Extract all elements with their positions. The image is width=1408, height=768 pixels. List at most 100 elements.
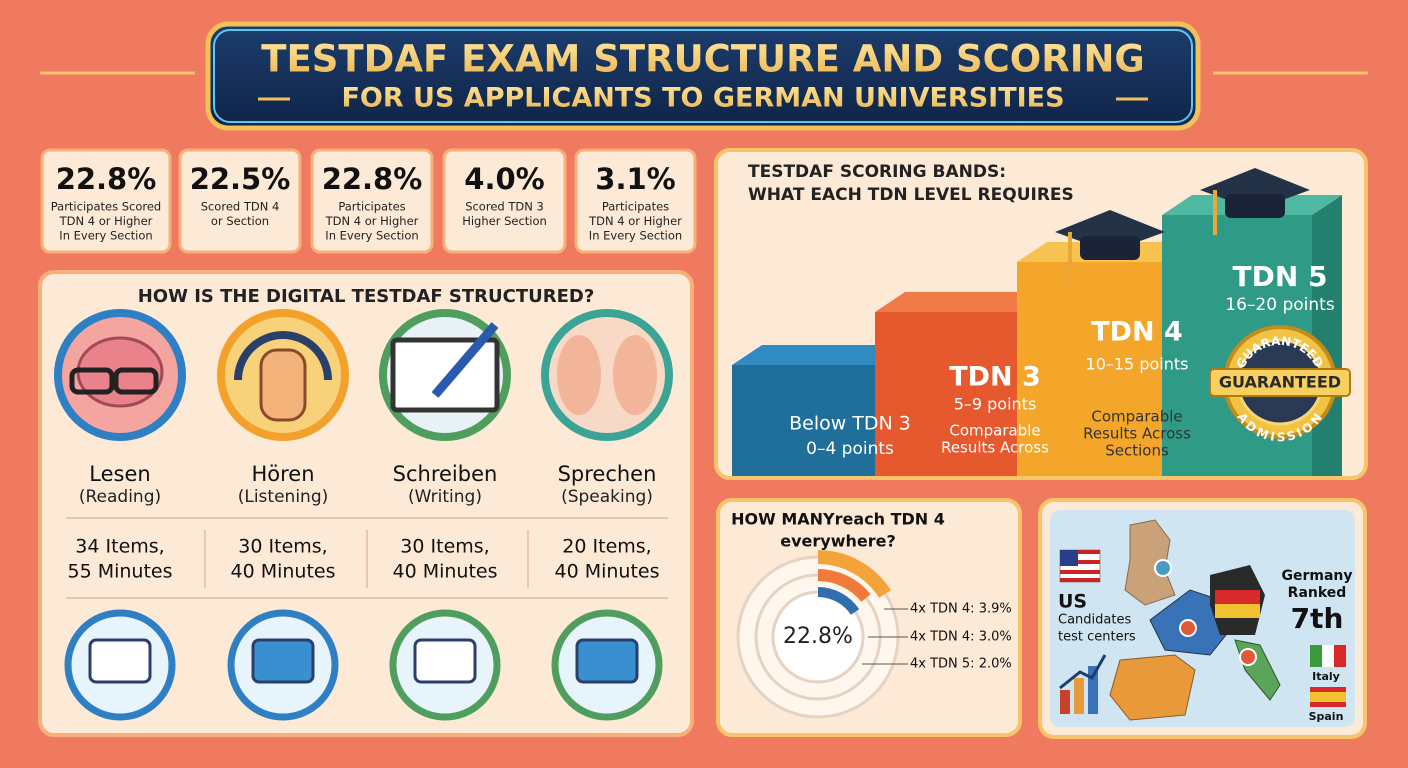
italy-flag	[1310, 645, 1322, 667]
section-minutes: 40 Minutes	[392, 561, 497, 583]
stat-card	[40, 148, 172, 254]
step-note: Results Across	[1083, 425, 1191, 443]
step-note: Sections	[1105, 442, 1169, 460]
grad-cap	[1225, 194, 1285, 218]
us-flag	[1060, 560, 1100, 564]
icon-detail	[88, 638, 152, 684]
map-pin	[1179, 619, 1197, 637]
step-top	[875, 292, 1055, 312]
ring-arc	[817, 587, 860, 615]
step-label: TDN 5	[1232, 260, 1327, 293]
header-subtitle: FOR US APPLICANTS TO GERMAN UNIVERSITIES	[341, 83, 1064, 114]
chart-icon	[1088, 666, 1098, 714]
italy-flag	[1322, 645, 1334, 667]
step-points: 16–20 points	[1225, 295, 1335, 315]
step-front	[875, 312, 1025, 476]
us-caption: test centers	[1058, 630, 1136, 645]
rank: 7th	[1291, 602, 1344, 635]
stat-value: 22.5%	[190, 162, 291, 196]
section-translation: (Reading)	[79, 487, 161, 507]
badge-ribbon	[1209, 368, 1351, 397]
stat-label: In Every Section	[589, 229, 682, 243]
header-glow	[213, 29, 1193, 123]
rank-label: Ranked	[1288, 585, 1347, 601]
bands-subtitle: WHAT EACH TDN LEVEL REQUIRES	[748, 185, 1074, 205]
step-points: 10–15 points	[1086, 355, 1189, 374]
icon-detail	[390, 337, 500, 413]
section-minutes: 55 Minutes	[67, 561, 172, 583]
italy-flag	[1334, 645, 1346, 667]
reach-legend: 4x TDN 4: 3.9%	[910, 602, 1012, 617]
stat-value: 4.0%	[464, 162, 544, 196]
section-minutes: 40 Minutes	[554, 561, 659, 583]
section-minutes: 40 Minutes	[230, 561, 335, 583]
section-items: 30 Items,	[238, 536, 327, 558]
badge-text: GUARANTEED	[1219, 373, 1341, 392]
structure-title: HOW IS THE DIGITAL TESTDAF STRUCTURED?	[138, 286, 595, 307]
stat-label: TDN 4 or Higher	[59, 214, 153, 228]
step-front	[1017, 262, 1167, 476]
stat-card	[442, 148, 567, 254]
icon-detail	[413, 638, 477, 684]
section-items: 30 Items,	[400, 536, 489, 558]
stat-label: Scored TDN 3	[465, 200, 544, 214]
map-germany	[1215, 590, 1260, 604]
step-side	[1312, 195, 1342, 476]
section-translation: (Listening)	[238, 487, 329, 507]
icon-detail	[69, 367, 115, 395]
stat-label: In Every Section	[325, 229, 418, 243]
stat-card	[574, 148, 697, 254]
stat-value: 22.8%	[56, 162, 157, 196]
icon-detail	[259, 348, 307, 422]
section-translation: (Writing)	[408, 487, 482, 507]
stat-label: TDN 4 or Higher	[588, 214, 682, 228]
stat-card	[178, 148, 302, 254]
us-flag	[1060, 550, 1100, 554]
us-caption: Candidates	[1058, 613, 1131, 628]
step-label: TDN 4	[1091, 317, 1183, 348]
bands-title: TESTDAF SCORING BANDS:	[748, 162, 1006, 182]
stat-label: Participates Scored	[51, 200, 162, 214]
section-translation: (Speaking)	[561, 487, 653, 507]
chart-icon	[1060, 690, 1070, 714]
icon-detail	[251, 638, 315, 684]
step-label: TDN 3	[949, 362, 1041, 393]
stat-label: or Section	[211, 214, 269, 228]
map-spain	[1109, 654, 1196, 721]
map-uk	[1124, 519, 1176, 606]
us-label: US	[1058, 591, 1087, 613]
chart-icon	[1059, 654, 1107, 690]
grad-cap	[1080, 236, 1140, 260]
stat-label: Participates	[602, 200, 669, 214]
step-front	[732, 365, 877, 476]
reach-legend: 4x TDN 4: 3.0%	[910, 630, 1012, 645]
us-flag	[1060, 570, 1100, 574]
reach-center: 22.8%	[783, 624, 853, 649]
stat-label: Higher Section	[462, 214, 547, 228]
reach-title: everywhere?	[780, 532, 896, 551]
step-points: 0–4 points	[806, 439, 894, 459]
rank-label: Germany	[1281, 568, 1352, 584]
stat-card	[310, 148, 434, 254]
country-label: Italy	[1312, 670, 1340, 683]
stat-label: Participates	[338, 200, 405, 214]
icon-detail	[234, 331, 332, 381]
header-title: TESTDAF EXAM STRUCTURE AND SCORING	[261, 38, 1145, 81]
stat-label: In Every Section	[59, 229, 152, 243]
chart-icon	[1074, 678, 1084, 714]
stat-value: 3.1%	[595, 162, 675, 196]
step-top	[732, 345, 907, 365]
reach-legend: 4x TDN 5: 2.0%	[910, 657, 1012, 672]
step-points: 5–9 points	[954, 395, 1037, 414]
stat-label: Scored TDN 4	[201, 200, 280, 214]
map-pin	[1154, 559, 1172, 577]
icon-detail	[575, 638, 639, 684]
icon-detail	[557, 335, 601, 415]
ring-arc	[817, 569, 871, 602]
section-items: 20 Items,	[562, 536, 651, 558]
icon-detail	[113, 367, 159, 395]
icon-detail	[431, 322, 499, 398]
country-label: Spain	[1309, 710, 1344, 723]
